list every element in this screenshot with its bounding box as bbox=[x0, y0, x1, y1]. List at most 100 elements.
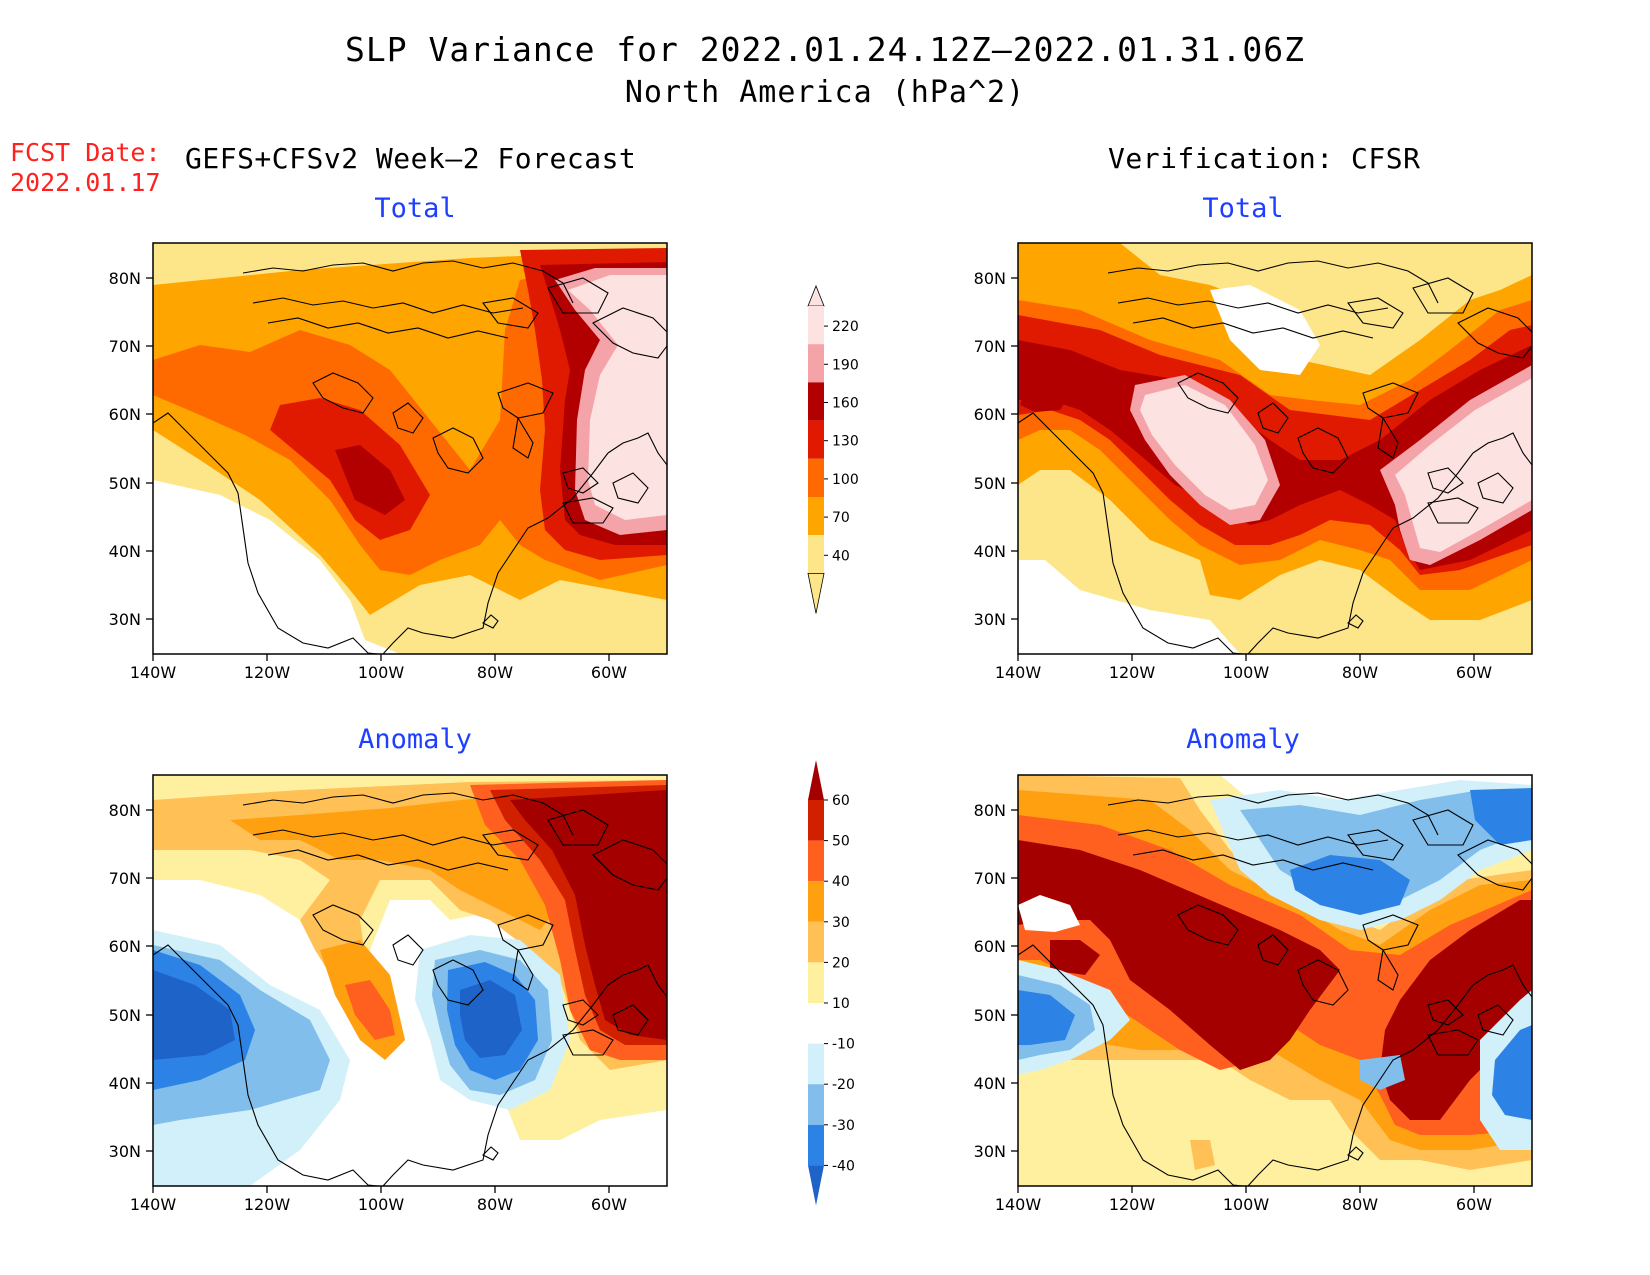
coastline-segment bbox=[312, 372, 374, 414]
coastline-segment bbox=[482, 297, 539, 329]
colorbar-anomaly-label: -20 bbox=[832, 1077, 855, 1093]
lat-tick-label: 80N bbox=[109, 801, 141, 820]
panel-frame-forecast-anomaly bbox=[152, 774, 668, 1187]
coastline-segment bbox=[1362, 914, 1419, 951]
coastline-segment bbox=[252, 829, 524, 846]
coastline-segment bbox=[1297, 959, 1349, 1006]
lat-tick-label: 40N bbox=[109, 542, 141, 561]
coastline-segment bbox=[1377, 948, 1399, 991]
lon-tick-label: 120W bbox=[1109, 1195, 1156, 1214]
lat-tick-label: 50N bbox=[974, 1006, 1006, 1025]
colorbar-anomaly-label: 60 bbox=[832, 793, 850, 809]
coastline-segment bbox=[1132, 317, 1374, 339]
coastline-segment bbox=[562, 497, 614, 524]
coastline-segment bbox=[312, 904, 374, 946]
coastline-segment bbox=[1132, 849, 1374, 871]
coastline-segment bbox=[267, 317, 509, 339]
map-panel-forecast-total bbox=[153, 243, 667, 654]
lat-tick-label: 60N bbox=[974, 937, 1006, 956]
coastline-segment bbox=[612, 472, 649, 504]
lat-tick-label: 70N bbox=[109, 337, 141, 356]
fcst-date-value: 2022.01.17 bbox=[10, 168, 161, 197]
colorbar-anomaly-swatch bbox=[808, 1003, 824, 1044]
lat-tick-label: 60N bbox=[109, 937, 141, 956]
coastline-segment bbox=[547, 277, 609, 314]
coastline-segment bbox=[392, 402, 424, 434]
coastline-segment bbox=[1347, 297, 1404, 329]
coastline-segment bbox=[1117, 829, 1389, 846]
colorbar-anomaly-label: 40 bbox=[832, 874, 850, 890]
lon-tick-label: 100W bbox=[358, 663, 405, 682]
colorbar-anomaly: 60 50 40 30 20 10 -10 -20 -30 -40 bbox=[808, 760, 855, 1206]
colorbar-total-swatch bbox=[808, 497, 824, 536]
panel-frame-forecast-total bbox=[152, 242, 668, 655]
coastline-segment bbox=[562, 1029, 614, 1056]
figure-subtitle: North America (hPa^2) bbox=[624, 75, 1026, 110]
panel-title-verification-total: Total bbox=[1202, 193, 1284, 224]
colorbar-total-bottom-triangle bbox=[807, 573, 825, 614]
colorbar-total-swatch bbox=[808, 535, 824, 574]
lon-tick-label: 60W bbox=[591, 663, 627, 682]
coastline-segment bbox=[1018, 944, 1244, 1186]
coastline-segment bbox=[1412, 277, 1474, 314]
coastline-segment bbox=[607, 432, 667, 466]
coastlines-verification-anomaly bbox=[1018, 792, 1532, 1186]
coastline-segment bbox=[1107, 260, 1439, 304]
colorbar-anomaly-bottom-triangle bbox=[808, 1165, 824, 1206]
forecast-column-title: GEFS+CFSv2 Week–2 Forecast bbox=[185, 142, 637, 175]
coastline-segment bbox=[1457, 839, 1532, 891]
coastlines-verification-total bbox=[1018, 260, 1532, 654]
colorbar-total-label: 130 bbox=[832, 434, 859, 450]
colorbar-total-label: 100 bbox=[832, 472, 859, 488]
coastline-segment bbox=[1427, 999, 1464, 1026]
coastline-segment bbox=[1297, 427, 1349, 474]
colorbar-total-label: 220 bbox=[832, 319, 859, 335]
coastline-segment bbox=[1427, 467, 1464, 494]
coastline-segment bbox=[1427, 497, 1479, 524]
colorbar-total-label: 70 bbox=[832, 510, 850, 526]
colorbar-anomaly-swatch bbox=[808, 800, 824, 841]
coastline-segment bbox=[252, 297, 524, 314]
coastline-segment bbox=[382, 984, 609, 1186]
colorbar-total: 40 70 100 130 160 190 220 bbox=[807, 284, 859, 614]
lon-tick-label: 60W bbox=[1456, 663, 1492, 682]
coastline-segment bbox=[1257, 402, 1289, 434]
lat-tick-label: 60N bbox=[974, 405, 1006, 424]
lat-tick-label: 50N bbox=[109, 1006, 141, 1025]
coastline-segment bbox=[612, 1004, 649, 1036]
lat-tick-label: 50N bbox=[974, 474, 1006, 493]
lon-tick-label: 80W bbox=[1342, 1195, 1378, 1214]
lat-tick-label: 80N bbox=[974, 269, 1006, 288]
lat-tick-label: 30N bbox=[109, 610, 141, 629]
coastline-segment bbox=[1347, 829, 1404, 861]
coastline-segment bbox=[1257, 934, 1289, 966]
verification-column-title: Verification: CFSR bbox=[1108, 142, 1421, 175]
lon-tick-label: 80W bbox=[477, 1195, 513, 1214]
lon-tick-label: 80W bbox=[1342, 663, 1378, 682]
coastline-segment bbox=[432, 427, 484, 474]
coastline-segment bbox=[1247, 984, 1474, 1186]
coastline-segment bbox=[1018, 412, 1244, 654]
coastline-segment bbox=[592, 839, 667, 891]
lon-tick-label: 100W bbox=[358, 1195, 405, 1214]
lon-tick-label: 120W bbox=[1109, 663, 1156, 682]
coastline-segment bbox=[592, 307, 667, 359]
lon-tick-label: 140W bbox=[995, 663, 1042, 682]
panel-title-verification-anomaly: Anomaly bbox=[1186, 724, 1300, 755]
coastline-segment bbox=[482, 614, 499, 629]
lon-tick-label: 120W bbox=[244, 1195, 291, 1214]
coastline-segment bbox=[242, 792, 574, 836]
coastline-segment bbox=[1362, 382, 1419, 419]
panel-title-forecast-total: Total bbox=[374, 193, 456, 224]
coastline-segment bbox=[1107, 792, 1439, 836]
coastline-segment bbox=[1477, 472, 1514, 504]
colorbar-anomaly-label: -40 bbox=[832, 1158, 855, 1174]
colorbar-total-top-triangle bbox=[807, 284, 825, 307]
colorbar-total-label: 190 bbox=[832, 357, 859, 373]
coastline-segment bbox=[547, 809, 609, 846]
colorbar-anomaly-label: 30 bbox=[832, 915, 850, 931]
panel-frame-verification-total bbox=[1017, 242, 1533, 655]
panel-title-forecast-anomaly: Anomaly bbox=[358, 724, 472, 755]
colorbar-anomaly-swatch bbox=[808, 881, 824, 922]
lat-tick-label: 80N bbox=[974, 801, 1006, 820]
